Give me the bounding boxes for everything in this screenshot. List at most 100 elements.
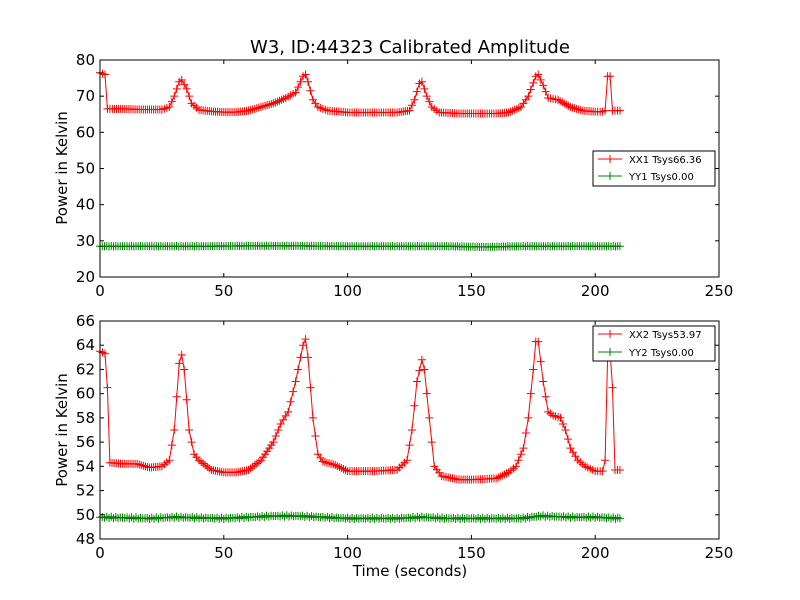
bottom-data-point: [201, 461, 210, 470]
top-data-point: [167, 97, 176, 106]
top-data-point: [524, 92, 533, 101]
bottom-data-point: [571, 452, 580, 461]
bottom-data-point: [187, 438, 196, 447]
bottom-legend-label-xx2: XX2 Tsys53.97: [629, 330, 702, 341]
bottom-data-point: [299, 341, 308, 350]
bottom-data-point: [246, 464, 255, 473]
bottom-data-point: [405, 441, 414, 450]
bottom-data-point: [529, 365, 538, 374]
top-data-point: [558, 98, 567, 107]
top-x-tick-label: 150: [457, 282, 486, 300]
top-x-tick-label: 0: [95, 282, 105, 300]
top-data-point: [508, 106, 517, 115]
bottom-data-point: [526, 389, 535, 398]
top-data-point: [417, 77, 426, 86]
top-x-tick-label: 50: [214, 282, 233, 300]
top-data-point: [303, 77, 312, 86]
bottom-data-point: [100, 349, 109, 358]
bottom-data-point: [422, 389, 431, 398]
bottom-data-point: [197, 457, 206, 466]
bottom-data-point: [514, 456, 523, 465]
bottom-data-point: [494, 473, 503, 482]
bottom-data-point: [536, 357, 545, 366]
top-legend: XX1 Tsys66.36 YY1 Tsys0.00: [592, 150, 716, 187]
bottom-data-point: [308, 413, 317, 422]
top-data-point: [185, 92, 194, 101]
top-data-point: [405, 106, 414, 115]
bottom-data-point: [425, 413, 434, 422]
top-data-point: [601, 106, 610, 115]
bottom-data-point: [403, 456, 412, 465]
top-data-point: [267, 100, 276, 109]
bottom-data-point: [306, 383, 315, 392]
bottom-data-point: [276, 419, 285, 428]
bottom-data-point: [329, 460, 338, 469]
bottom-data-point: [407, 426, 416, 434]
bottom-data-point: [615, 465, 624, 474]
top-data-point: [529, 78, 538, 87]
bottom-data-point: [496, 472, 505, 481]
bottom-plot-frame: [99, 320, 720, 540]
top-data-point: [407, 101, 416, 110]
bottom-data-point: [498, 471, 507, 480]
bottom-data-point: [601, 456, 610, 465]
top-y-tick-label: 80: [76, 51, 95, 69]
top-data-point: [570, 104, 579, 113]
top-data-point: [554, 95, 563, 104]
top-data-point: [269, 99, 278, 108]
bottom-data-point: [563, 435, 572, 444]
bottom-legend-marker-xx2: [606, 330, 614, 338]
bottom-data-point: [180, 365, 189, 374]
top-data-point: [254, 103, 263, 112]
bottom-data-point: [333, 462, 342, 471]
top-data-point: [562, 100, 571, 109]
bottom-data-point: [561, 426, 570, 434]
top-data-point: [261, 101, 270, 110]
bottom-data-point: [250, 461, 259, 470]
bottom-data-point: [281, 411, 290, 420]
top-data-point: [510, 105, 519, 114]
top-y-tick-label: 40: [76, 196, 95, 214]
bottom-data-point: [327, 459, 336, 468]
bottom-data-point: [165, 456, 174, 465]
bottom-data-point: [524, 413, 533, 422]
top-x-tick-label: 200: [581, 282, 610, 300]
bottom-data-point: [248, 462, 257, 471]
bottom-data-point: [341, 466, 350, 475]
bottom-data-point: [172, 392, 181, 401]
top-data-point: [568, 103, 577, 112]
bottom-data-point: [534, 337, 543, 346]
bottom-data-point: [286, 397, 295, 406]
top-data-point: [615, 106, 624, 115]
bottom-y-axis-label: Power in Kelvin: [53, 373, 71, 487]
bottom-data-point: [284, 407, 293, 416]
bottom-x-tick-label: 0: [95, 544, 105, 562]
bottom-data-point: [244, 465, 253, 474]
bottom-data-point: [279, 415, 288, 424]
top-data-point: [248, 105, 257, 114]
bottom-data-point: [519, 444, 528, 453]
top-data-point: [539, 81, 548, 90]
top-data-point: [410, 95, 419, 104]
bottom-data-point: [412, 377, 421, 386]
bottom-data-point: [269, 438, 278, 447]
bottom-data-point: [559, 419, 568, 428]
bottom-data-point: [566, 444, 575, 453]
bottom-data-point: [615, 514, 624, 523]
top-data-point: [306, 86, 315, 95]
bottom-y-tick-label: 58: [76, 409, 95, 427]
top-data-point: [256, 103, 265, 112]
top-subplot: W3, ID:44323 Calibrated Amplitude Power …: [53, 37, 733, 300]
top-data-point: [279, 94, 288, 103]
top-data-point: [541, 87, 550, 96]
top-data-point: [172, 84, 181, 93]
bottom-data-point: [252, 459, 261, 468]
bottom-data-point: [492, 474, 501, 483]
top-data-point: [259, 102, 268, 111]
bottom-data-point: [410, 401, 419, 410]
top-data-point: [250, 104, 259, 113]
bottom-data-point: [195, 456, 204, 465]
bottom-data-point: [420, 365, 429, 374]
top-series-markers-0: [96, 68, 624, 118]
